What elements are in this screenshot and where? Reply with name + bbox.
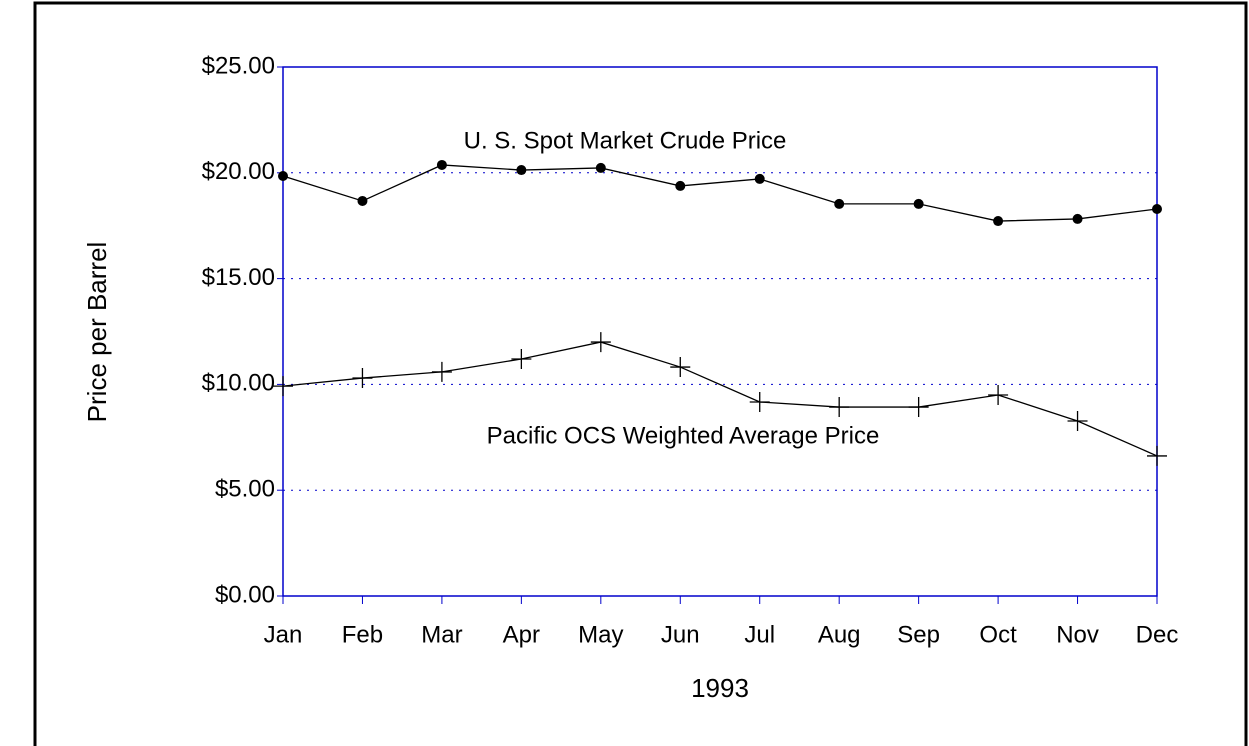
marker — [273, 376, 293, 397]
y-tick-label: $20.00 — [202, 158, 275, 185]
x-tick-label: Dec — [1136, 621, 1179, 648]
marker — [511, 349, 532, 370]
y-tick-label: $15.00 — [202, 264, 275, 291]
y-tick-label: $10.00 — [202, 370, 275, 397]
x-tick-label: Mar — [421, 621, 462, 648]
x-tick-label: Sep — [897, 621, 940, 648]
series-label: U. S. Spot Market Crude Price — [464, 127, 787, 154]
x-tick-label: Jan — [264, 621, 303, 648]
x-tick-label: Apr — [503, 621, 540, 648]
marker — [1072, 213, 1083, 224]
marker — [1152, 203, 1162, 214]
marker — [913, 198, 924, 209]
marker — [908, 397, 929, 418]
x-tick-label: Aug — [818, 621, 861, 648]
x-tick-label: Oct — [979, 621, 1017, 648]
x-tick-label: May — [578, 621, 623, 648]
frame — [33, 1, 1248, 746]
marker — [834, 198, 845, 209]
marker — [829, 397, 850, 418]
plot-border — [282, 66, 1158, 597]
series-line — [282, 341, 1158, 457]
marker — [352, 368, 373, 389]
marker — [436, 159, 447, 170]
marker — [1147, 445, 1167, 466]
marker — [675, 180, 686, 191]
marker — [278, 170, 288, 181]
marker — [590, 332, 611, 353]
x-tick-label: Nov — [1056, 621, 1099, 648]
marker — [431, 361, 452, 382]
marker — [749, 391, 770, 412]
series-label: Pacific OCS Weighted Average Price — [487, 422, 880, 449]
y-tick-label: $25.00 — [202, 52, 275, 79]
marker — [357, 195, 368, 206]
marker — [988, 384, 1009, 405]
x-tick-label: Feb — [342, 621, 383, 648]
marker — [754, 173, 765, 184]
y-axis-label: Price per Barrel — [82, 242, 112, 423]
marker — [595, 162, 606, 173]
series-line — [282, 164, 1158, 222]
marker — [516, 165, 527, 176]
x-tick-label: Jun — [661, 621, 700, 648]
y-tick-label: $0.00 — [215, 581, 275, 608]
x-tick-label: Jul — [744, 621, 775, 648]
marker — [670, 357, 691, 378]
y-tick-label: $5.00 — [215, 476, 275, 503]
marker — [993, 216, 1004, 227]
marker — [1067, 411, 1088, 432]
x-axis-label: 1993 — [691, 673, 749, 703]
